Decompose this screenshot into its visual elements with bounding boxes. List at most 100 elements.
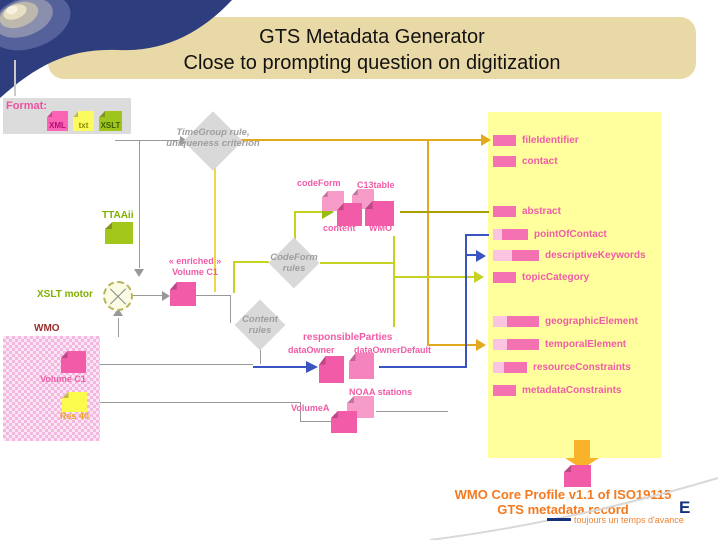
connector-line-yellow bbox=[214, 164, 216, 292]
xml-file-label: XML bbox=[49, 121, 66, 130]
data-owner-doc-icon bbox=[319, 356, 344, 383]
panel-item-topiccategory: topicCategory bbox=[522, 272, 590, 283]
fold-icon bbox=[331, 411, 338, 419]
codeform-label: codeForm bbox=[297, 178, 341, 188]
bar-topiccategory bbox=[493, 272, 516, 283]
volume-c1-doc-icon bbox=[61, 351, 86, 373]
template-curve bbox=[429, 477, 719, 540]
bar-light-segment bbox=[493, 250, 512, 261]
result-arrow-icon bbox=[574, 440, 590, 458]
panel-item-metadataconstraints: metadataConstraints bbox=[522, 385, 622, 396]
volume-a-label: VolumeA bbox=[291, 403, 330, 413]
wmo-source-box bbox=[3, 336, 100, 441]
connector-line-yg bbox=[233, 261, 269, 263]
fold-icon bbox=[322, 191, 328, 198]
bar-light-segment bbox=[493, 362, 504, 373]
timegroup-line1: TimeGroup rule, bbox=[176, 127, 250, 138]
arrow-down-icon bbox=[134, 269, 144, 277]
codeform-rules-text: CodeForm rules bbox=[254, 252, 334, 274]
content-label: content bbox=[323, 223, 356, 233]
connector-line bbox=[230, 295, 231, 323]
template-side-line bbox=[14, 60, 16, 96]
timegroup-rule-text: TimeGroup rule, uniqueness criterion bbox=[143, 127, 283, 149]
connector-line-blue bbox=[465, 234, 489, 236]
result-caption-line2: GTS metadata record bbox=[497, 502, 629, 517]
volume-c1-label: Volume C1 bbox=[40, 374, 86, 384]
data-owner-default-doc-icon bbox=[349, 353, 374, 379]
panel-item-fileidentifier: fileIdentifier bbox=[522, 135, 579, 146]
bar-temporalelement bbox=[493, 339, 539, 350]
logo-slogan: toujours un temps d'avance bbox=[574, 515, 684, 525]
fold-icon bbox=[347, 396, 355, 404]
connector-line-yg bbox=[233, 261, 235, 293]
xslt-file-label: XSLT bbox=[100, 121, 121, 130]
c13table-label: C13table bbox=[357, 180, 395, 190]
fold-icon bbox=[170, 282, 177, 290]
panel-item-abstract: abstract bbox=[522, 206, 561, 217]
format-label: Format: bbox=[6, 100, 47, 112]
bar-abstract bbox=[493, 206, 516, 217]
bar-resourceconstraints bbox=[493, 362, 527, 373]
slide-title: GTS Metadata Generator Close to promptin… bbox=[48, 24, 696, 76]
bar-light-segment bbox=[493, 316, 507, 327]
panel-item-temporalelement: temporalElement bbox=[545, 339, 627, 350]
volume-a-doc-icon bbox=[331, 411, 357, 433]
connector-line-yg bbox=[320, 262, 394, 264]
wmo-box-label: WMO bbox=[34, 323, 60, 334]
metadata-panel bbox=[488, 112, 661, 458]
connector-line bbox=[133, 295, 164, 296]
xslt-motor-label: XSLT motor bbox=[37, 289, 93, 300]
enriched-volume-doc-icon bbox=[170, 282, 196, 306]
xslt-file-icon: XSLT bbox=[99, 111, 122, 131]
connector-line-yg bbox=[393, 236, 395, 327]
connector-line-yg bbox=[294, 211, 324, 213]
connector-line-blue bbox=[253, 366, 308, 368]
arrow-right-icon bbox=[481, 134, 491, 146]
bar-fileidentifier bbox=[493, 135, 516, 146]
arrow-right-icon bbox=[476, 250, 486, 262]
wmo-small-label: WMO bbox=[369, 223, 392, 233]
logo-dash bbox=[547, 518, 571, 521]
arrow-right-icon bbox=[306, 361, 318, 373]
connector-line bbox=[300, 402, 301, 422]
logo-letter: E bbox=[679, 498, 691, 517]
arrow-up-icon bbox=[113, 308, 123, 316]
content-rules-line1: Content bbox=[242, 314, 278, 325]
xml-file-icon: XML bbox=[47, 111, 68, 131]
connector-line bbox=[376, 411, 448, 412]
codeform-rules-line1: CodeForm bbox=[270, 252, 318, 263]
title-line-1: GTS Metadata Generator bbox=[259, 26, 485, 48]
connector-line-gold bbox=[427, 344, 477, 346]
result-caption-line1: WMO Core Profile v1.1 of ISO19115 bbox=[454, 487, 672, 502]
responsible-parties-label: responsibleParties bbox=[303, 332, 393, 343]
txt-file-label: txt bbox=[78, 121, 89, 130]
content-rules-line2: rules bbox=[248, 325, 272, 336]
panel-item-resourceconstraints: resourceConstraints bbox=[533, 362, 631, 373]
bar-contact bbox=[493, 156, 516, 167]
connector-line bbox=[87, 402, 301, 403]
data-owner-default-label: dataOwnerDefault bbox=[354, 345, 432, 355]
connector-line-blue bbox=[465, 254, 477, 256]
connector-line-gold bbox=[240, 139, 482, 141]
enriched-volume-label: Volume C1 bbox=[172, 267, 218, 277]
res40-label: Res 40 bbox=[60, 411, 90, 421]
result-arrow-head-icon bbox=[565, 458, 599, 469]
data-owner-label: dataOwner bbox=[288, 345, 335, 355]
fold-icon bbox=[105, 222, 113, 230]
bar-pointofcontact bbox=[493, 229, 528, 240]
connector-line bbox=[118, 318, 119, 337]
connector-line bbox=[86, 364, 253, 365]
xslt-motor-junction-icon bbox=[103, 281, 133, 311]
bar-metadataconstraints bbox=[493, 385, 516, 396]
bar-geographicelement bbox=[493, 316, 539, 327]
arrow-right-icon bbox=[474, 271, 484, 283]
timegroup-line2: uniqueness criterion bbox=[166, 138, 260, 149]
res40-doc-icon bbox=[62, 392, 87, 412]
arrow-right-icon bbox=[476, 339, 486, 351]
fold-icon bbox=[319, 356, 326, 365]
arrow-right-icon bbox=[162, 291, 170, 301]
enriched-label: « enriched » bbox=[168, 256, 222, 266]
codeform-rules-line2: rules bbox=[282, 263, 306, 274]
connector-line bbox=[260, 347, 261, 364]
connector-line-gold bbox=[427, 140, 429, 345]
